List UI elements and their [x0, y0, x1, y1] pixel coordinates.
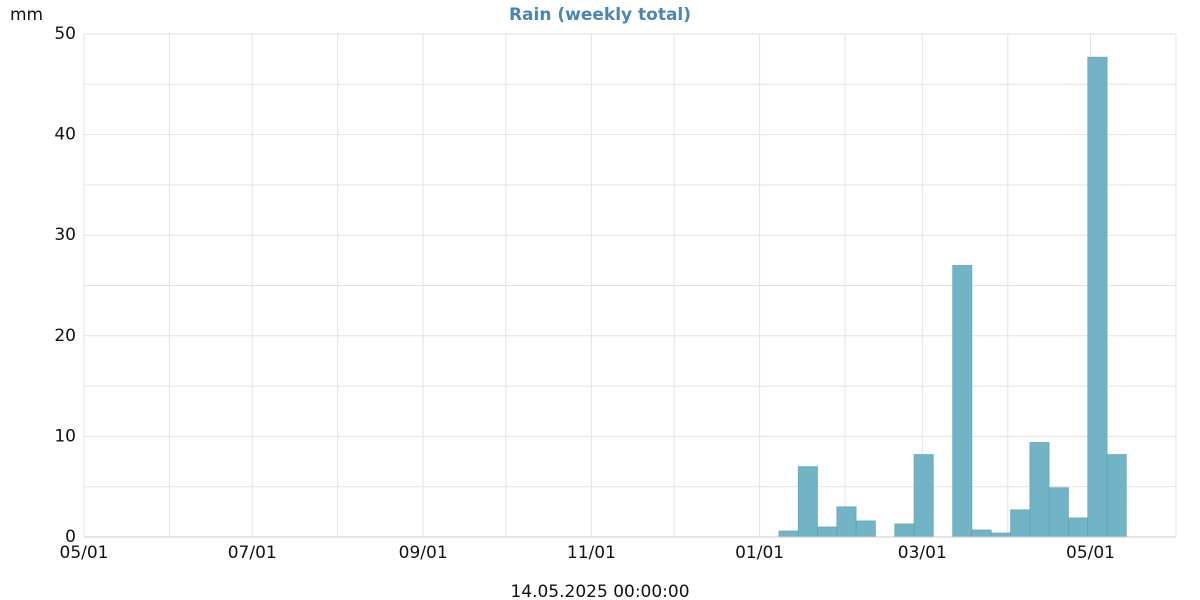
x-tick-label: 01/01	[735, 543, 784, 563]
x-tick-label: 03/01	[898, 543, 947, 563]
bar	[990, 532, 1011, 538]
x-tick-label: 09/01	[399, 543, 448, 563]
bar	[913, 454, 934, 538]
chart-title: Rain (weekly total)	[509, 5, 691, 25]
y-tick-label: 20	[54, 326, 76, 346]
bar	[817, 526, 838, 538]
y-tick-label: 40	[54, 125, 76, 145]
y-tick-label: 30	[54, 225, 76, 245]
bar	[855, 520, 876, 538]
bar	[797, 466, 818, 538]
bar	[778, 530, 799, 538]
bar	[836, 506, 857, 538]
y-tick-label: 10	[54, 426, 76, 446]
bar	[1106, 454, 1127, 538]
bar	[952, 265, 973, 538]
x-tick-label: 07/01	[228, 543, 277, 563]
bar	[1068, 517, 1089, 538]
x-axis-label: 14.05.2025 00:00:00	[510, 582, 689, 600]
y-tick-label: 50	[54, 24, 76, 44]
bar	[971, 529, 992, 538]
x-tick-label: 05/01	[60, 543, 109, 563]
bar	[1048, 487, 1069, 538]
x-tick-label: 11/01	[567, 543, 616, 563]
y-tick-label: 0	[65, 527, 76, 547]
bar	[1087, 56, 1108, 538]
bar	[894, 523, 915, 538]
bar	[1029, 442, 1050, 538]
bar	[1010, 509, 1031, 538]
x-tick-label: 05/01	[1066, 543, 1115, 563]
y-axis-label: mm	[10, 5, 43, 25]
